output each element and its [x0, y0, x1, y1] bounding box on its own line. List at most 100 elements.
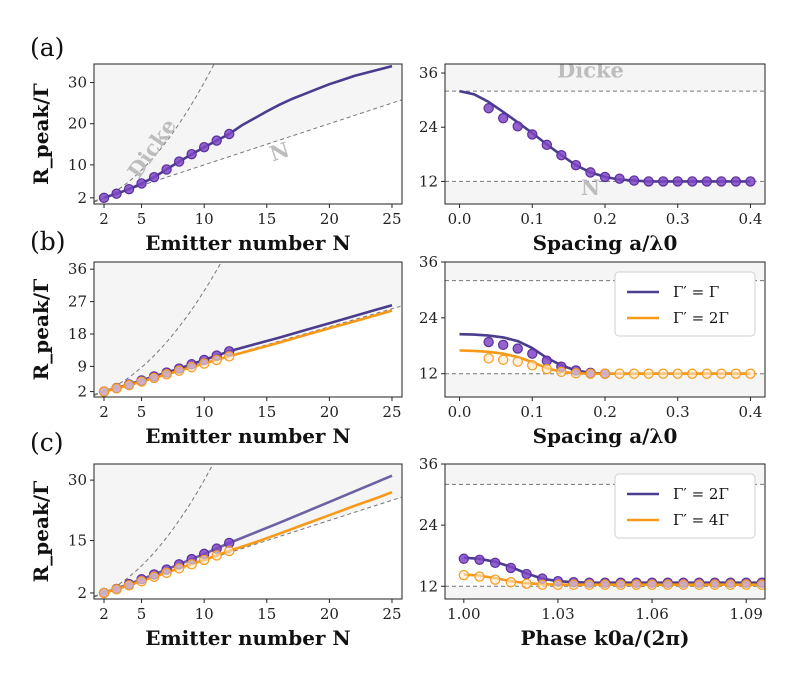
data-point — [740, 579, 752, 590]
data-point — [541, 363, 553, 375]
x-tick-label: 0.1 — [520, 403, 544, 421]
data-point — [123, 379, 135, 391]
data-point — [458, 553, 470, 564]
data-point — [599, 171, 611, 183]
data-point — [614, 368, 625, 379]
data-point — [678, 579, 689, 590]
data-point — [512, 343, 523, 354]
y-tick-label: 24 — [419, 516, 438, 534]
data-point — [161, 369, 172, 380]
x-tick-label: 15 — [257, 605, 276, 623]
chart-c-right: 1.00 1.03 1.06 1.09 12 24 36 Phase k0a/(2π) Γ′ =… — [419, 455, 766, 650]
x-tick-label: 15 — [257, 210, 276, 228]
legend-label: Γ′ = 2Γ — [673, 309, 729, 327]
chart-a-right: Dicke N 0.0 0.1 0.2 0.3 0.4 12 24 36 Spacing a/λ0 — [419, 63, 766, 255]
shaded-region-top — [445, 64, 765, 92]
data-point — [148, 571, 160, 583]
data-point — [211, 354, 222, 366]
y-axis-label: R_peak/Γ — [29, 279, 53, 381]
data-point — [527, 129, 538, 140]
data-point — [148, 172, 160, 183]
x-tick-label: 20 — [320, 605, 339, 623]
x-tick-label: 10 — [195, 403, 214, 421]
y-tick-label: 2 — [77, 383, 87, 401]
x-axis-label: Emitter number N — [145, 231, 350, 255]
x-tick-label: 0.1 — [520, 210, 544, 228]
data-point — [527, 360, 538, 371]
data-point — [614, 173, 625, 184]
data-point — [224, 545, 235, 557]
x-axis-label: Emitter number N — [145, 424, 350, 448]
x-tick-label: 10 — [195, 605, 214, 623]
shaded-region — [94, 262, 402, 395]
data-point — [657, 176, 669, 187]
x-tick-label: 25 — [382, 403, 401, 421]
data-point — [136, 376, 147, 387]
y-tick-label: 12 — [419, 365, 438, 383]
data-point — [224, 128, 235, 140]
y-tick-label: 12 — [419, 577, 438, 595]
y-tick-label: 27 — [68, 293, 87, 311]
data-point — [631, 579, 642, 590]
data-point — [474, 571, 485, 582]
x-tick-label: 1.03 — [541, 605, 574, 623]
data-point — [628, 368, 640, 379]
x-axis-label: Spacing a/λ0 — [533, 231, 678, 255]
data-point — [745, 368, 756, 379]
y-tick-label: 36 — [68, 260, 87, 278]
panel-label-c: (c) — [30, 428, 64, 457]
panel-label-a: (a) — [30, 33, 64, 62]
data-point — [161, 164, 172, 175]
data-point — [584, 579, 595, 590]
data-point — [568, 579, 579, 590]
plot-frame — [93, 63, 403, 205]
y-tick-label: 24 — [419, 309, 438, 327]
data-point — [552, 579, 564, 590]
legend-label: Γ′ = 2Γ — [673, 485, 729, 503]
data-point — [709, 579, 721, 590]
data-point — [148, 372, 160, 384]
data-point — [123, 183, 135, 195]
y-tick-label: 36 — [419, 253, 438, 271]
data-point — [111, 383, 122, 394]
data-point — [662, 579, 673, 590]
y-tick-label: 24 — [419, 118, 438, 136]
x-tick-label: 0.4 — [739, 210, 763, 228]
y-axis-label: R_peak/Γ — [29, 481, 53, 583]
data-point — [585, 368, 596, 379]
x-tick-label: 25 — [382, 210, 401, 228]
annotation-n: N — [581, 175, 600, 200]
data-point — [211, 550, 222, 561]
plot-frame — [93, 463, 403, 600]
x-tick-label: 25 — [382, 605, 401, 623]
data-point — [136, 576, 147, 587]
data-point — [489, 557, 501, 569]
legend: Γ′ = 2Γ Γ′ = 4Γ — [614, 473, 756, 539]
x-tick-label: 0.2 — [593, 403, 617, 421]
data-point — [98, 587, 110, 599]
data-point — [186, 559, 197, 570]
y-axis-label: R_peak/Γ — [29, 83, 53, 185]
data-point — [483, 103, 494, 114]
data-point — [173, 156, 185, 167]
data-point — [173, 365, 185, 376]
x-tick-label: 5 — [137, 210, 147, 228]
x-tick-label: 0.3 — [666, 210, 690, 228]
data-point — [186, 148, 197, 160]
y-tick-label: 18 — [68, 325, 87, 343]
data-point — [570, 368, 582, 379]
data-point — [211, 135, 222, 146]
x-tick-label: 10 — [195, 210, 214, 228]
data-point — [136, 178, 147, 189]
y-tick-label: 2 — [77, 584, 87, 602]
plot-frame — [93, 261, 403, 398]
data-point — [716, 176, 727, 187]
y-tick-label: 36 — [419, 64, 438, 82]
panel-label-b: (b) — [30, 227, 66, 256]
data-point — [224, 351, 235, 362]
data-point — [483, 336, 494, 348]
